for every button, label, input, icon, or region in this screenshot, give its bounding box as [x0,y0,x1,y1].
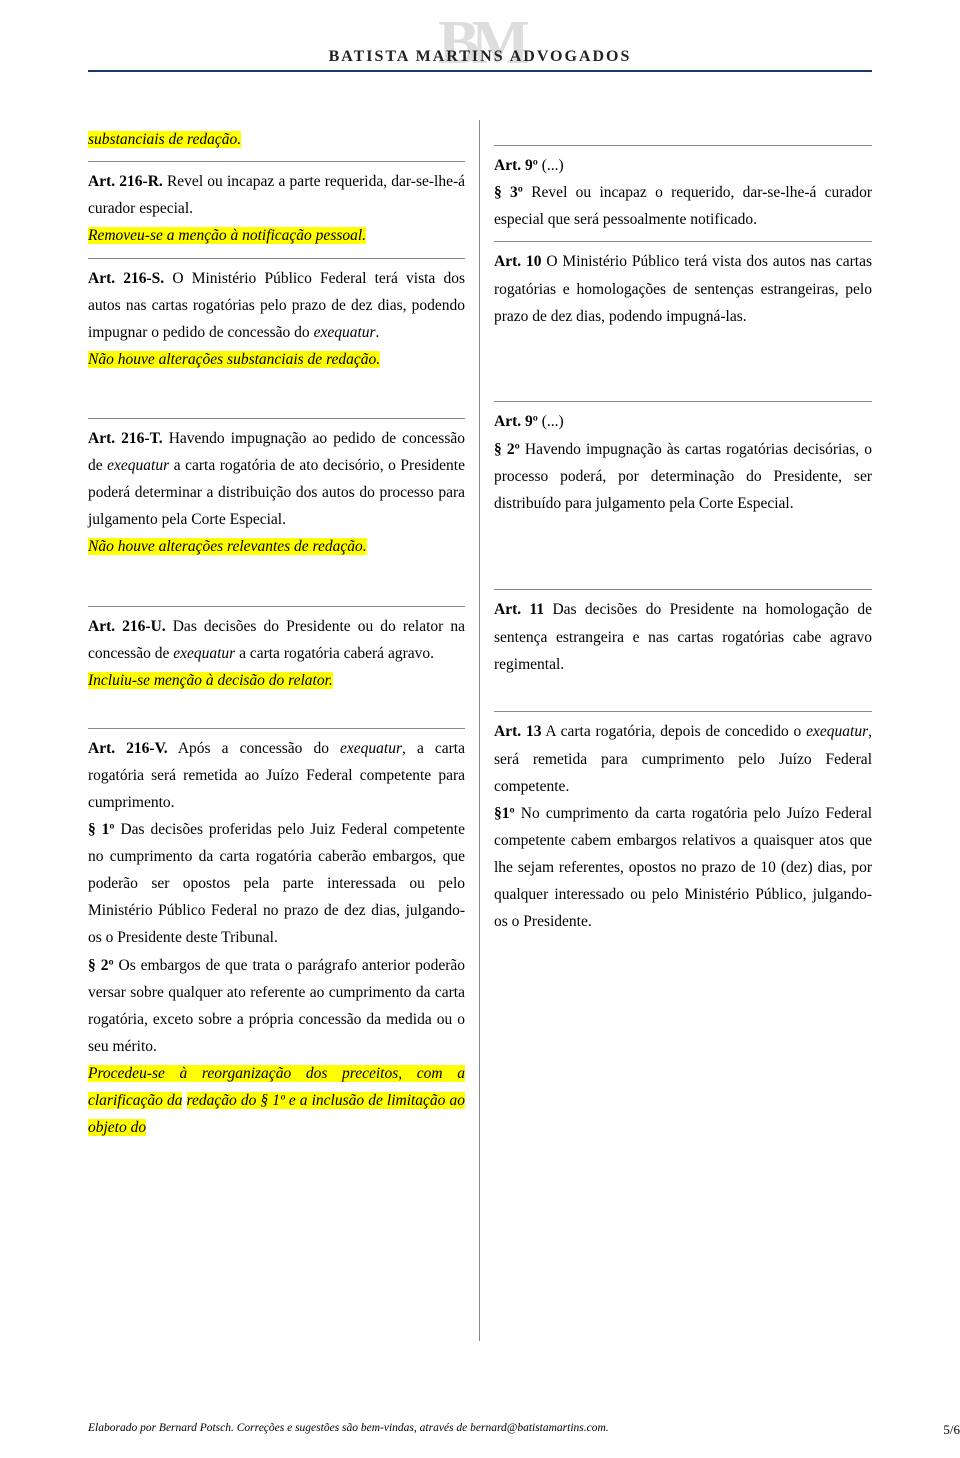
left-cell-2: Art. 216-S. O Ministério Público Federal… [88,259,465,419]
page-number: 5/6 [943,1422,960,1438]
right-cell-3: Art. 9º (...)§ 2º Havendo impugnação às … [494,402,872,590]
column-left: substanciais de redação.Art. 216-R. Reve… [88,120,480,1341]
right-cell-2: Art. 10 O Ministério Público terá vista … [494,242,872,402]
right-cell-0 [494,120,872,146]
left-cell-3: Art. 216-T. Havendo impugnação ao pedido… [88,419,465,607]
column-right: Art. 9º (...)§ 3º Revel ou incapaz o req… [480,120,872,1341]
left-cell-0: substanciais de redação. [88,120,465,162]
right-cell-4: Art. 11 Das decisões do Presidente na ho… [494,590,872,712]
right-cell-5: Art. 13 A carta rogatória, depois de con… [494,712,872,1324]
page-footer: Elaborado por Bernard Potsch. Correções … [88,1422,872,1434]
right-cell-1: Art. 9º (...)§ 3º Revel ou incapaz o req… [494,146,872,242]
footer-credit: Elaborado por Bernard Potsch. Correções … [88,1422,609,1434]
firm-name-header: BATISTA MARTINS ADVOGADOS [88,28,872,72]
left-cell-1: Art. 216-R. Revel ou incapaz a parte req… [88,162,465,258]
comparison-table: substanciais de redação.Art. 216-R. Reve… [88,120,872,1341]
left-cell-4: Art. 216-U. Das decisões do Presidente o… [88,607,465,729]
left-cell-5: Art. 216-V. Após a concessão do exequatu… [88,729,465,1341]
